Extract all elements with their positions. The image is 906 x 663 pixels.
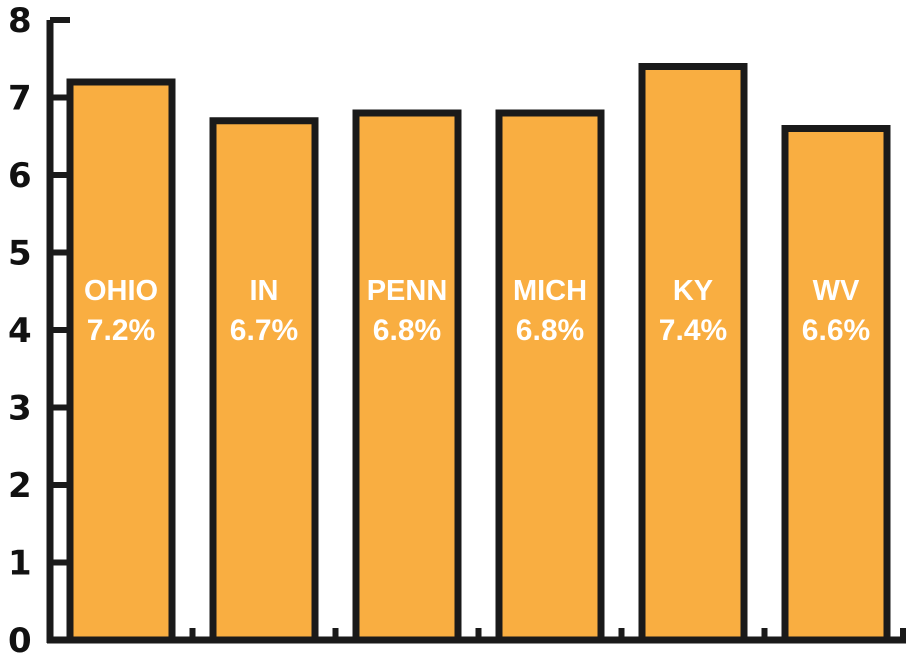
y-tick-label: 2 (8, 466, 32, 506)
bar-category-label: MICH (513, 275, 587, 307)
bar-in (209, 117, 319, 644)
bar-category-label: KY (673, 275, 713, 307)
bars (66, 63, 891, 644)
bar-category-label: IN (250, 275, 279, 307)
bar-ohio (66, 78, 176, 644)
y-tick-label: 0 (8, 621, 32, 661)
bar-value-label: 6.6% (802, 314, 870, 347)
y-tick-label: 6 (8, 156, 32, 196)
y-tick-label: 8 (8, 1, 32, 41)
bar-value-label: 6.7% (230, 314, 298, 347)
bar-value-label: 7.4% (659, 314, 727, 347)
y-tick-label: 7 (8, 79, 32, 119)
y-tick-label: 1 (8, 544, 32, 584)
y-tick-label: 5 (8, 234, 32, 274)
y-axis-ticks: 0 1 2 3 4 5 6 7 8 (8, 1, 70, 661)
y-tick-label: 3 (8, 389, 32, 429)
bar-labels: OHIO 7.2% IN 6.7% PENN 6.8% MICH 6.8% KY 7.4% WV 6.… (84, 275, 870, 347)
bar-value-label: 6.8% (516, 314, 584, 347)
bar-wv (781, 125, 891, 644)
bar-category-label: OHIO (84, 275, 158, 307)
bar-category-label: WV (813, 275, 860, 307)
bar-penn (352, 109, 462, 644)
bar-ky (638, 63, 748, 644)
x-axis-ticks (189, 628, 906, 640)
bar-mich (495, 109, 605, 644)
bar-value-label: 6.8% (373, 314, 441, 347)
y-tick-label: 4 (8, 311, 32, 351)
bar-value-label: 7.2% (87, 314, 155, 347)
bar-category-label: PENN (367, 275, 448, 307)
